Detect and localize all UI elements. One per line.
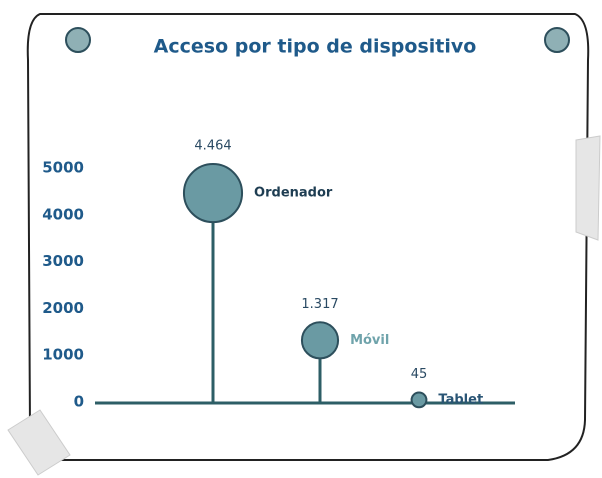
dot — [410, 391, 428, 409]
category-label: Móvil — [350, 333, 389, 348]
pin — [65, 27, 91, 53]
dot — [182, 163, 244, 224]
value-label: 1.317 — [301, 297, 338, 312]
y-tick-label: 2000 — [42, 299, 84, 317]
category-label: Ordenador — [254, 186, 333, 201]
y-tick-label: 5000 — [42, 159, 84, 177]
category-label: Tablet — [438, 392, 483, 407]
card — [26, 13, 590, 461]
chart-title: Acceso por tipo de dispositivo — [154, 36, 477, 58]
y-tick-label: 1000 — [42, 346, 84, 364]
value-label: 4.464 — [194, 139, 231, 154]
pin — [544, 27, 570, 53]
dot — [300, 321, 340, 360]
y-tick-label: 3000 — [42, 252, 84, 270]
tape — [575, 135, 601, 241]
y-tick-label: 4000 — [42, 205, 84, 223]
value-label: 45 — [411, 367, 428, 382]
y-tick-label: 0 — [74, 393, 84, 411]
tape — [7, 409, 71, 476]
